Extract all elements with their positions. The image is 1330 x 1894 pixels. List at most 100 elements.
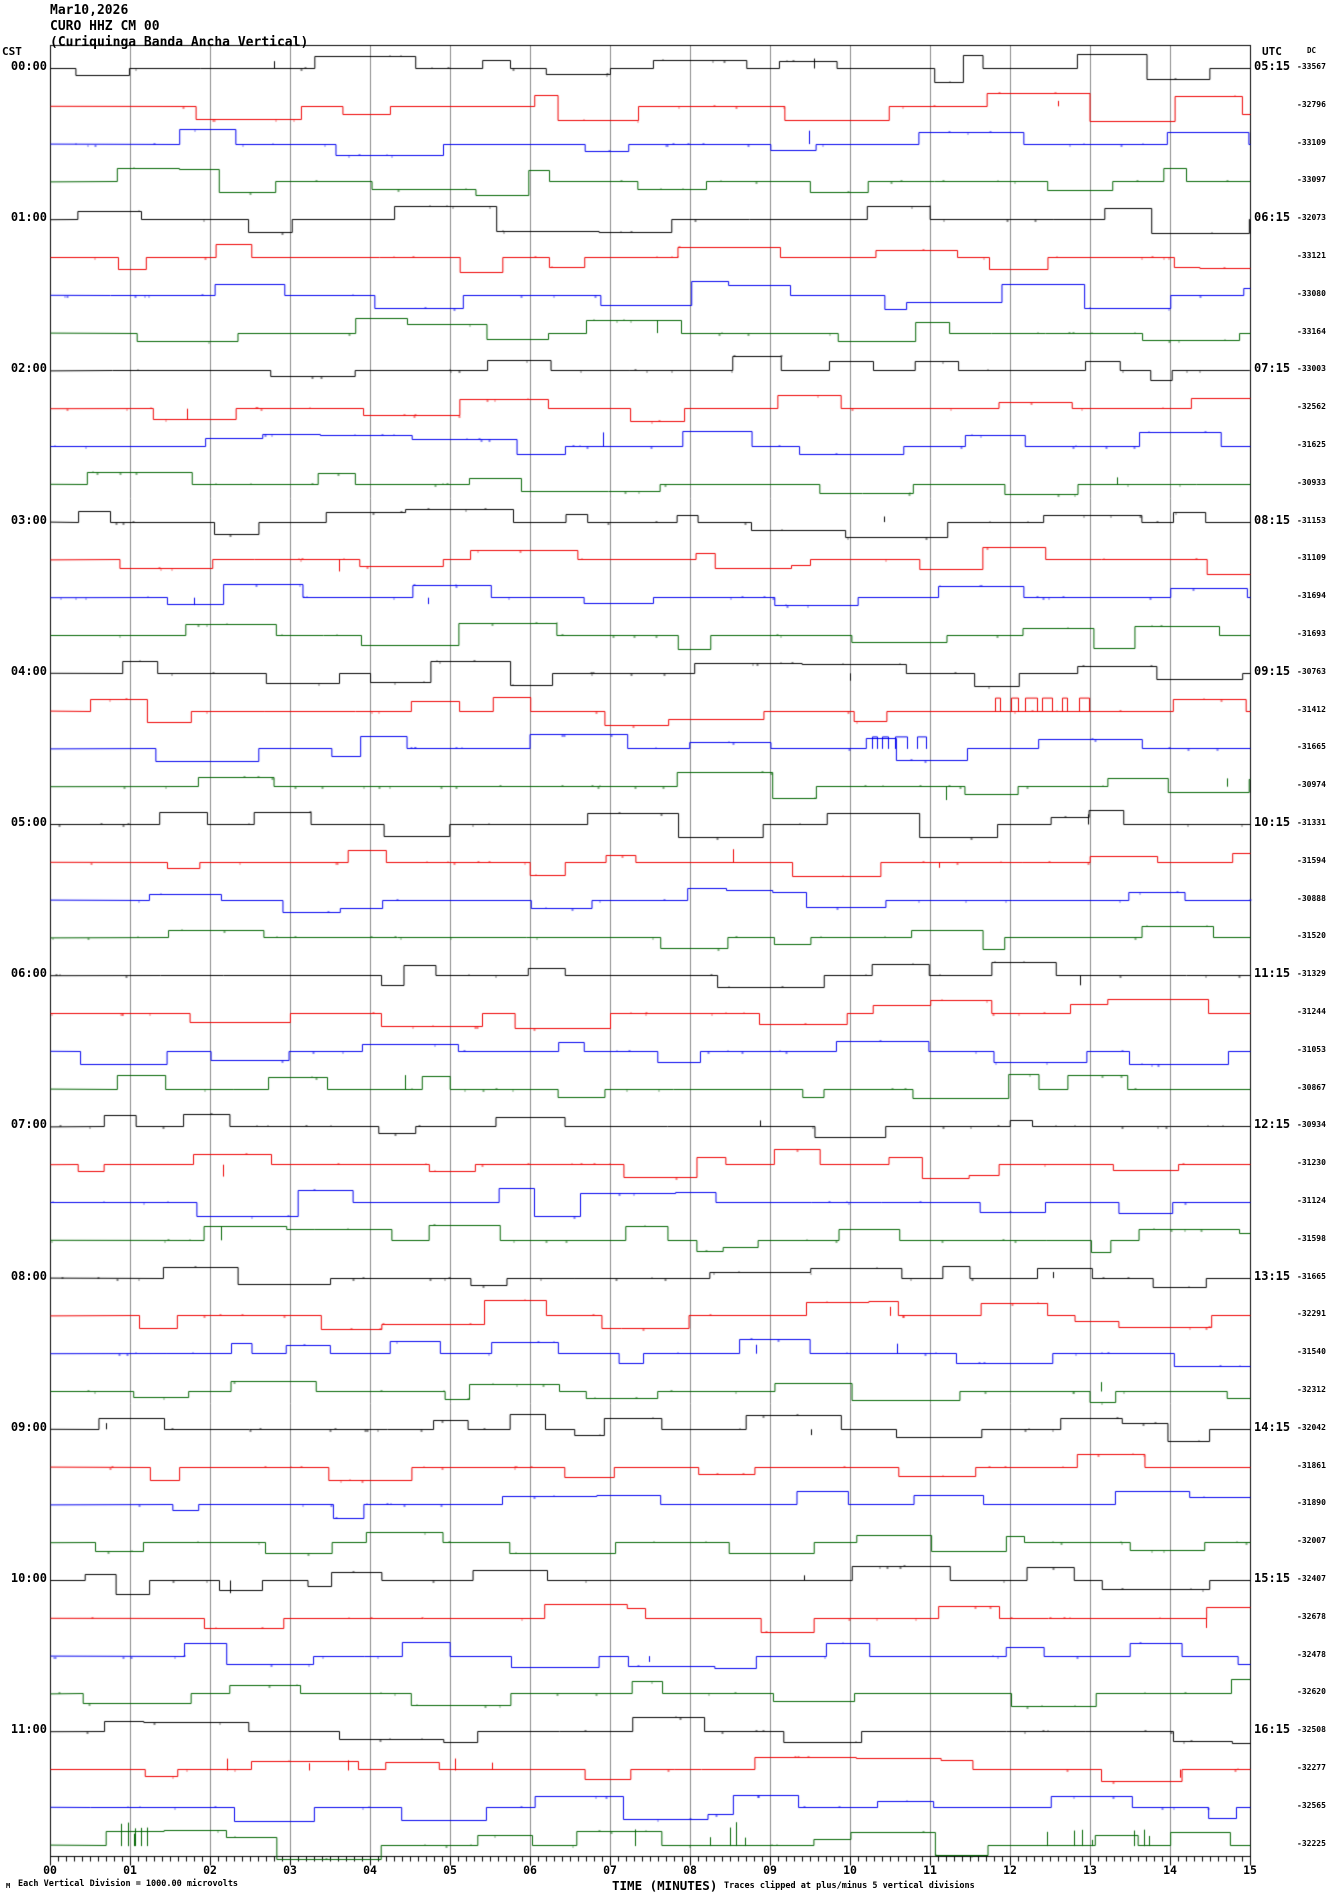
- dc-value: -31124: [1297, 1196, 1326, 1205]
- cst-hour-label: 06:00: [10, 966, 47, 981]
- dc-value: -31053: [1297, 1044, 1326, 1054]
- dc-value: -31665: [1297, 742, 1326, 752]
- dc-value: -32620: [1297, 1687, 1326, 1697]
- dc-value: -32478: [1297, 1649, 1326, 1659]
- dc-value: -33080: [1297, 288, 1326, 298]
- cst-hour-label: 05:00: [10, 815, 47, 829]
- minute-label: 02: [203, 1863, 217, 1877]
- date-label: Mar10,2026: [50, 3, 129, 18]
- dc-value: -33003: [1297, 364, 1326, 374]
- cst-hour-label: 03:00: [10, 512, 47, 527]
- dc-value: -31694: [1297, 591, 1326, 601]
- dc-axis-header: DC: [1307, 46, 1317, 55]
- dc-value: -32073: [1297, 213, 1326, 223]
- minute-label: 09: [763, 1863, 777, 1877]
- dc-value: -31861: [1297, 1460, 1326, 1470]
- utc-hour-label: 15:15: [1254, 1571, 1291, 1585]
- cst-hour-label: 10:00: [10, 1571, 47, 1585]
- cst-hour-label: 00:00: [10, 59, 47, 73]
- dc-value: -30934: [1297, 1120, 1326, 1130]
- minute-label: 15: [1243, 1863, 1257, 1877]
- dc-value: -32042: [1297, 1422, 1326, 1432]
- dc-value: -33097: [1297, 175, 1326, 185]
- dc-value: -31520: [1297, 931, 1326, 941]
- dc-value: -31412: [1297, 704, 1326, 714]
- utc-axis-header: UTC: [1262, 45, 1282, 58]
- cst-axis-header: CST: [2, 45, 22, 58]
- utc-hour-label: 11:15: [1254, 966, 1291, 981]
- dc-value: -32312: [1297, 1385, 1326, 1394]
- dc-value: -31594: [1297, 855, 1326, 865]
- station-name-label: (Curiquinga Banda Ancha Vertical): [50, 35, 309, 50]
- corner-mark: M: [6, 1882, 11, 1890]
- minute-label: 04: [363, 1863, 377, 1877]
- dc-value: -30867: [1297, 1082, 1326, 1092]
- minute-label: 00: [43, 1863, 57, 1877]
- dc-value: -30974: [1297, 780, 1326, 790]
- cst-hour-label: 11:00: [10, 1722, 47, 1737]
- minute-label: 13: [1083, 1863, 1097, 1877]
- dc-value: -31890: [1297, 1498, 1326, 1508]
- utc-hour-label: 05:15: [1254, 59, 1291, 73]
- dc-value: -31625: [1297, 440, 1326, 449]
- dc-value: -31598: [1297, 1233, 1326, 1243]
- dc-value: -32796: [1297, 99, 1326, 109]
- dc-value: -31693: [1297, 629, 1326, 638]
- minute-label: 08: [683, 1863, 697, 1877]
- dc-value: -30888: [1297, 893, 1326, 903]
- dc-value: -31665: [1297, 1271, 1326, 1281]
- station-code-label: CURO HHZ CM 00: [50, 19, 160, 34]
- minute-label: 07: [603, 1863, 617, 1877]
- utc-hour-label: 14:15: [1254, 1419, 1291, 1434]
- dc-value: -32225: [1297, 1838, 1326, 1848]
- dc-value: -33164: [1297, 326, 1326, 336]
- dc-value: -33109: [1297, 137, 1326, 147]
- cst-hour-label: 02:00: [10, 361, 47, 376]
- dc-value: -31230: [1297, 1158, 1326, 1168]
- dc-value: -32565: [1297, 1800, 1326, 1810]
- dc-value: -33121: [1297, 251, 1326, 260]
- dc-value: -32007: [1297, 1536, 1326, 1546]
- utc-hour-label: 10:15: [1254, 815, 1291, 829]
- dc-value: -32678: [1297, 1611, 1326, 1621]
- vertical-scale-note: Each Vertical Division = 1000.00 microvo…: [18, 1879, 239, 1889]
- cst-hour-label: 01:00: [10, 210, 47, 225]
- clip-note: Traces clipped at plus/minus 5 vertical …: [724, 1881, 975, 1891]
- dc-value: -31153: [1297, 515, 1326, 525]
- dc-value: -31540: [1297, 1347, 1326, 1357]
- x-axis-title: TIME (MINUTES): [612, 1878, 718, 1893]
- dc-value: -32508: [1297, 1725, 1326, 1735]
- minute-label: 03: [283, 1863, 297, 1877]
- utc-hour-label: 13:15: [1254, 1268, 1291, 1283]
- dc-value: -31329: [1297, 969, 1326, 979]
- dc-value: -32291: [1297, 1309, 1326, 1319]
- dc-value: -30933: [1297, 477, 1326, 487]
- cst-hour-label: 04:00: [10, 663, 47, 678]
- utc-hour-label: 07:15: [1254, 361, 1291, 376]
- minute-label: 14: [1163, 1863, 1177, 1877]
- utc-hour-label: 16:15: [1254, 1722, 1291, 1737]
- dc-value: -31244: [1297, 1007, 1326, 1016]
- minute-label: 11: [923, 1863, 937, 1877]
- minute-label: 12: [1003, 1863, 1017, 1877]
- utc-hour-label: 08:15: [1254, 512, 1291, 527]
- dc-value: -32562: [1297, 402, 1326, 412]
- dc-value: -31331: [1297, 818, 1326, 827]
- minute-label: 10: [843, 1863, 857, 1877]
- dc-value: -30763: [1297, 666, 1326, 676]
- cst-hour-label: 09:00: [10, 1419, 47, 1434]
- dc-value: -32407: [1297, 1574, 1326, 1583]
- utc-hour-label: 09:15: [1254, 663, 1291, 678]
- utc-hour-label: 06:15: [1254, 210, 1291, 225]
- dc-value: -31109: [1297, 553, 1326, 563]
- cst-hour-label: 08:00: [10, 1268, 47, 1283]
- cst-hour-label: 07:00: [10, 1117, 47, 1132]
- minute-label: 05: [443, 1863, 457, 1877]
- dc-value: -33567: [1297, 62, 1326, 71]
- utc-hour-label: 12:15: [1254, 1117, 1291, 1132]
- minute-label: 01: [123, 1863, 137, 1877]
- dc-value: -32277: [1297, 1763, 1326, 1772]
- minute-label: 06: [523, 1863, 537, 1877]
